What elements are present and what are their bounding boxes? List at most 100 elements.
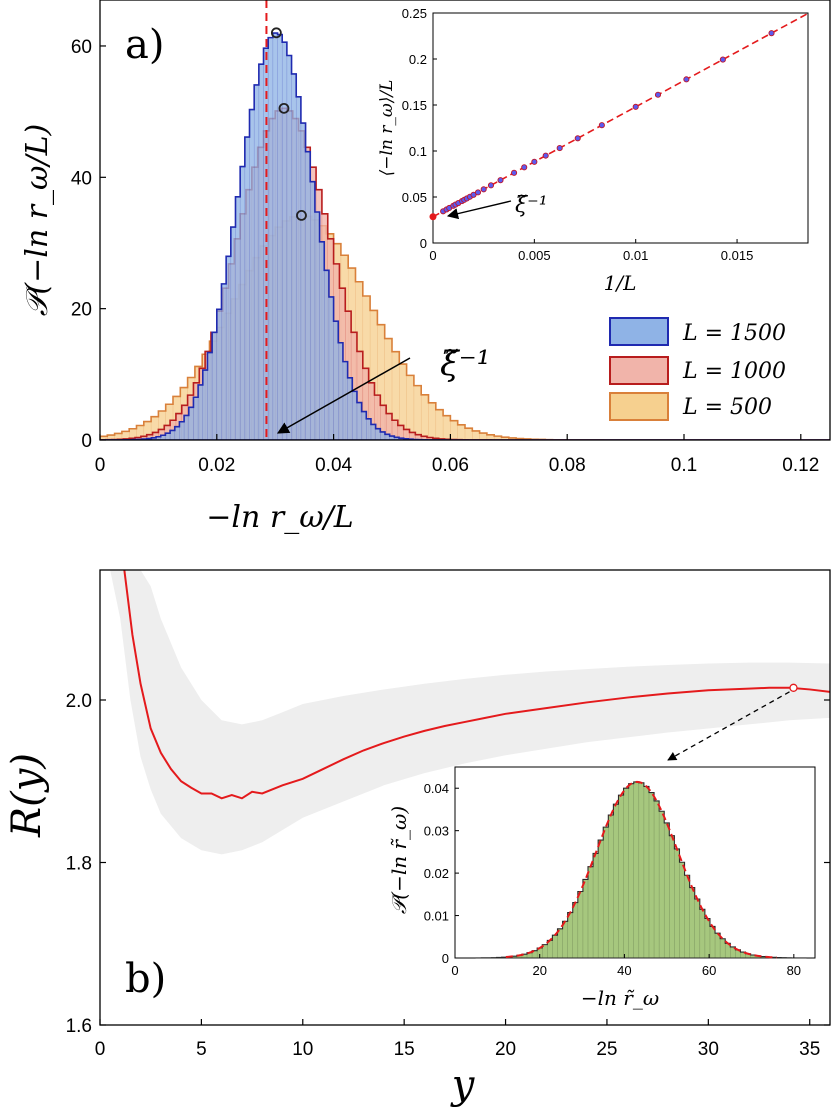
data-point	[683, 76, 690, 83]
intercept-point	[429, 213, 437, 221]
x-tick-label: 35	[799, 1039, 820, 1060]
x-tick-label: 0.12	[782, 455, 819, 476]
x-tick-label: 0.02	[198, 455, 235, 476]
data-point	[497, 177, 504, 184]
panel-b-frame	[99, 569, 831, 1026]
x-tick-label: 25	[596, 1039, 617, 1060]
data-point	[531, 158, 538, 165]
inset-x-tick-label: 40	[617, 963, 631, 978]
histogram-outline	[100, 32, 830, 440]
panel-a-inset: 0 0.005 0.01 0.015 0 0.05 0.1 0.15 0.2 0.25 1/L ⟨…	[377, 6, 809, 295]
inset-b-xlabel: −ln r̃_ω	[581, 986, 659, 1010]
inset-histogram-fill	[476, 781, 807, 958]
panel-a: 0 0.02 0.04 0.06 0.08 0.1 0.12 0 20 40 60 a) −ln r…	[20, 0, 831, 535]
inset-y-tick-label: 0.02	[424, 866, 449, 881]
inset-gaussian-fit	[505, 780, 777, 959]
data-point	[719, 56, 726, 63]
inset-y-tick-label: 0.03	[424, 824, 449, 839]
y-tick-label: 20	[71, 300, 92, 321]
panel-a-label: a)	[125, 22, 164, 68]
inset-y-tick-label: 0.05	[402, 190, 427, 205]
legend-swatch-500	[609, 392, 669, 421]
x-tick-label: 20	[495, 1039, 516, 1060]
peak-markers	[270, 27, 307, 221]
inset-y-tick-label: 0.01	[424, 909, 449, 924]
annotation-arrow	[276, 357, 411, 434]
peak-marker	[278, 102, 290, 114]
data-point	[521, 164, 528, 171]
y-tick-label: 2.0	[66, 691, 92, 712]
legend-label-500: L = 500	[682, 395, 772, 420]
y-tick-label: 1.6	[66, 1016, 92, 1037]
legend-swatch-1500	[609, 317, 669, 346]
x-tick-label: 15	[394, 1039, 415, 1060]
panel-b-ylabel: R(y)	[4, 753, 50, 838]
data-point	[487, 182, 495, 189]
histogram-l1500	[100, 32, 830, 440]
inset-x-tick-label: 0.005	[518, 248, 551, 263]
inset-y-tick-label: 0	[442, 951, 449, 966]
inset-a-annotation: ξ̃⁻¹	[515, 193, 548, 218]
inset-b-content: 0 20 40 60 80 0 0.01 0.02 0.03 0.04	[424, 780, 807, 978]
legend: L = 1500 L = 1000 L = 500	[609, 317, 786, 421]
data-point	[574, 135, 581, 142]
inset-x-tick-label: 80	[787, 963, 801, 978]
data-point	[556, 145, 563, 152]
annotation-xi: ξ̃⁻¹	[440, 344, 490, 384]
data-point	[598, 122, 605, 129]
histogram-outline	[100, 214, 830, 440]
inset-x-tick-label: 60	[702, 963, 716, 978]
inset-y-tick-label: 0.25	[402, 6, 427, 21]
panel-a-frame	[99, 0, 831, 441]
inset-a-ylabel: ⟨−ln r_ω⟩/L	[377, 80, 397, 177]
inset-y-tick-label: 0	[420, 236, 427, 251]
legend-swatch-1000	[609, 356, 669, 385]
data-point	[511, 169, 518, 176]
panel-a-histograms	[100, 32, 830, 440]
x-tick-label: 10	[292, 1039, 313, 1060]
panel-b: 0 5 10 15 20 25 30 35 1.6 1.8 2.0 b) y R(y) 0 20 40 6…	[4, 569, 831, 1108]
x-tick-label: 30	[698, 1039, 719, 1060]
fit-line	[432, 12, 809, 218]
x-tick-label: 5	[196, 1039, 207, 1060]
data-point	[654, 91, 662, 98]
inset-a-content: 0 0.005 0.01 0.015 0 0.05 0.1 0.15 0.2 0.25	[402, 6, 809, 263]
y-tick-label: 1.8	[66, 854, 92, 875]
histogram-outline	[100, 107, 830, 440]
panel-a-xlabel: −ln r_ω/L	[206, 500, 353, 535]
x-tick-label: 0	[95, 1039, 106, 1060]
x-tick-label: 0.1	[671, 455, 697, 476]
data-point	[474, 189, 482, 196]
y-tick-label: 60	[71, 37, 92, 58]
y-tick-label: 0	[81, 431, 92, 452]
panel-a-ticks: 0 0.02 0.04 0.06 0.08 0.1 0.12 0 20 40 60	[71, 37, 819, 476]
inset-a-xlabel: 1/L	[604, 271, 637, 295]
r-curve	[123, 570, 830, 800]
y-tick-label: 40	[71, 168, 92, 189]
inset-x-tick-label: 0	[451, 963, 458, 978]
x-tick-label: 0.04	[315, 455, 352, 476]
inset-y-tick-label: 0.15	[402, 98, 427, 113]
inset-y-tick-label: 0.04	[424, 781, 449, 796]
data-point	[480, 186, 487, 193]
x-tick-label: 0.06	[432, 455, 469, 476]
histogram-fill	[100, 33, 830, 440]
peak-marker	[296, 210, 307, 221]
panel-b-label: b)	[125, 956, 166, 1002]
inset-x-tick-label: 0.015	[721, 248, 754, 263]
data-point	[632, 103, 639, 110]
data-point	[470, 191, 477, 198]
peak-marker	[270, 27, 282, 39]
inset-y-tick-label: 0.1	[409, 144, 427, 159]
inset-b-ylabel: 𝒫(−ln r̃_ω)	[387, 806, 411, 914]
data-point	[768, 30, 775, 37]
inset-x-tick-label: 0	[429, 248, 436, 263]
panel-a-ylabel: 𝒫(−ln r_ω/L)	[20, 124, 55, 316]
panel-b-plot	[110, 570, 830, 855]
inset-a-arrow	[446, 200, 512, 220]
inset-x-tick-label: 0.01	[623, 248, 648, 263]
inset-a-frame	[432, 12, 809, 244]
legend-label-1500: L = 1500	[682, 321, 786, 346]
